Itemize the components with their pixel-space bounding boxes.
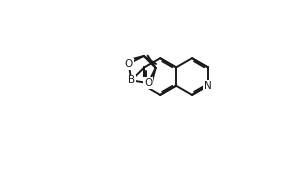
Text: O: O bbox=[144, 78, 152, 88]
Text: N: N bbox=[204, 81, 212, 91]
Text: B: B bbox=[128, 75, 135, 85]
Text: O: O bbox=[125, 59, 133, 69]
